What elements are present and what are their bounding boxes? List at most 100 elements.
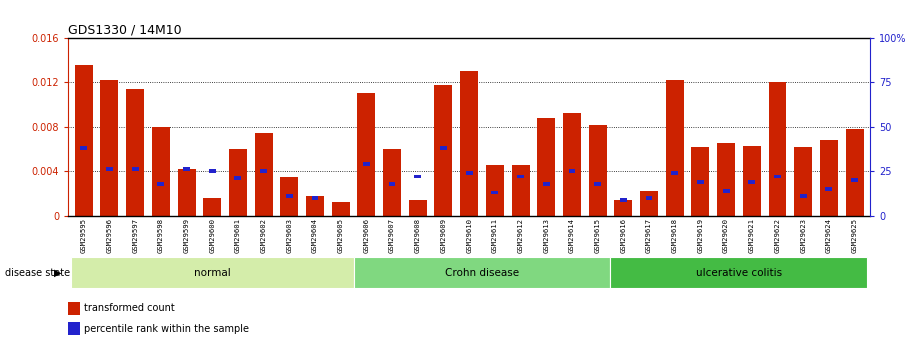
Bar xyxy=(466,171,473,175)
Bar xyxy=(229,149,247,216)
Bar xyxy=(106,167,113,171)
Bar xyxy=(825,187,833,191)
Text: GSM29614: GSM29614 xyxy=(569,218,575,253)
Text: GSM29621: GSM29621 xyxy=(749,218,755,253)
Bar xyxy=(640,191,658,216)
Bar xyxy=(717,144,735,216)
Bar xyxy=(68,302,79,315)
Bar xyxy=(568,169,576,173)
Bar xyxy=(80,146,87,150)
Text: ▶: ▶ xyxy=(55,268,62,277)
Bar xyxy=(286,194,292,198)
Bar xyxy=(671,171,678,175)
Bar xyxy=(183,167,189,171)
Bar xyxy=(384,149,401,216)
Bar xyxy=(409,200,426,216)
Bar xyxy=(68,322,79,335)
Text: GSM29595: GSM29595 xyxy=(81,218,87,253)
Text: GSM29610: GSM29610 xyxy=(466,218,472,253)
Bar xyxy=(281,177,298,216)
Bar xyxy=(357,93,375,216)
Bar xyxy=(517,175,524,178)
Bar xyxy=(563,114,581,216)
Bar xyxy=(75,65,93,216)
Text: GSM29603: GSM29603 xyxy=(286,218,292,253)
Bar xyxy=(306,196,324,216)
Bar xyxy=(742,146,761,216)
Bar xyxy=(749,180,755,184)
Bar xyxy=(440,146,447,150)
Bar xyxy=(697,180,704,184)
Bar xyxy=(845,129,864,216)
Text: GSM29615: GSM29615 xyxy=(595,218,600,253)
Text: GSM29600: GSM29600 xyxy=(210,218,215,253)
Text: GSM29604: GSM29604 xyxy=(312,218,318,253)
Bar xyxy=(769,82,786,216)
Bar xyxy=(254,134,272,216)
Bar xyxy=(234,176,241,180)
Text: GSM29607: GSM29607 xyxy=(389,218,395,253)
Bar xyxy=(312,196,319,200)
Text: GSM29599: GSM29599 xyxy=(183,218,189,253)
Bar xyxy=(332,202,350,216)
Bar xyxy=(619,198,627,201)
Text: GSM29612: GSM29612 xyxy=(517,218,524,253)
Text: disease state: disease state xyxy=(5,268,69,277)
Bar xyxy=(460,71,478,216)
Bar xyxy=(774,175,781,178)
Text: GSM29619: GSM29619 xyxy=(698,218,703,253)
Text: GSM29606: GSM29606 xyxy=(363,218,369,253)
Bar xyxy=(851,178,858,182)
Bar xyxy=(203,198,221,216)
Bar xyxy=(126,89,144,216)
Bar xyxy=(491,190,498,195)
Bar xyxy=(261,169,267,173)
Text: GSM29620: GSM29620 xyxy=(723,218,729,253)
Text: GSM29618: GSM29618 xyxy=(671,218,678,253)
Bar xyxy=(543,182,549,186)
Text: GSM29616: GSM29616 xyxy=(620,218,627,253)
Text: GSM29624: GSM29624 xyxy=(826,218,832,253)
Text: GSM29601: GSM29601 xyxy=(235,218,241,253)
Text: GSM29597: GSM29597 xyxy=(132,218,138,253)
Bar xyxy=(152,127,169,216)
Text: GSM29598: GSM29598 xyxy=(158,218,164,253)
Bar xyxy=(435,85,453,216)
Text: GSM29611: GSM29611 xyxy=(492,218,497,253)
Bar xyxy=(614,200,632,216)
Text: GSM29617: GSM29617 xyxy=(646,218,652,253)
Bar xyxy=(594,182,601,186)
Bar xyxy=(71,257,353,288)
Bar xyxy=(800,194,806,198)
Bar xyxy=(209,169,216,173)
Bar xyxy=(589,125,607,216)
Bar xyxy=(158,182,164,186)
Bar xyxy=(691,147,710,216)
Text: GSM29613: GSM29613 xyxy=(543,218,549,253)
Bar xyxy=(363,162,370,166)
Bar xyxy=(722,189,730,193)
Text: GSM29602: GSM29602 xyxy=(261,218,267,253)
Text: transformed count: transformed count xyxy=(84,303,174,313)
Bar xyxy=(666,80,684,216)
Bar xyxy=(646,196,652,200)
Bar xyxy=(353,257,610,288)
Bar xyxy=(415,175,421,178)
Bar xyxy=(820,140,838,216)
Text: GSM29622: GSM29622 xyxy=(774,218,781,253)
Text: normal: normal xyxy=(194,268,230,277)
Text: Crohn disease: Crohn disease xyxy=(445,268,519,277)
Bar xyxy=(610,257,867,288)
Text: ulcerative colitis: ulcerative colitis xyxy=(696,268,782,277)
Bar xyxy=(178,169,196,216)
Text: GSM29608: GSM29608 xyxy=(415,218,421,253)
Bar xyxy=(100,80,118,216)
Bar xyxy=(512,165,529,216)
Text: GSM29623: GSM29623 xyxy=(800,218,806,253)
Bar xyxy=(537,118,555,216)
Text: GDS1330 / 14M10: GDS1330 / 14M10 xyxy=(68,24,182,37)
Text: GSM29605: GSM29605 xyxy=(338,218,343,253)
Bar xyxy=(389,182,395,186)
Bar xyxy=(132,167,138,171)
Bar xyxy=(486,165,504,216)
